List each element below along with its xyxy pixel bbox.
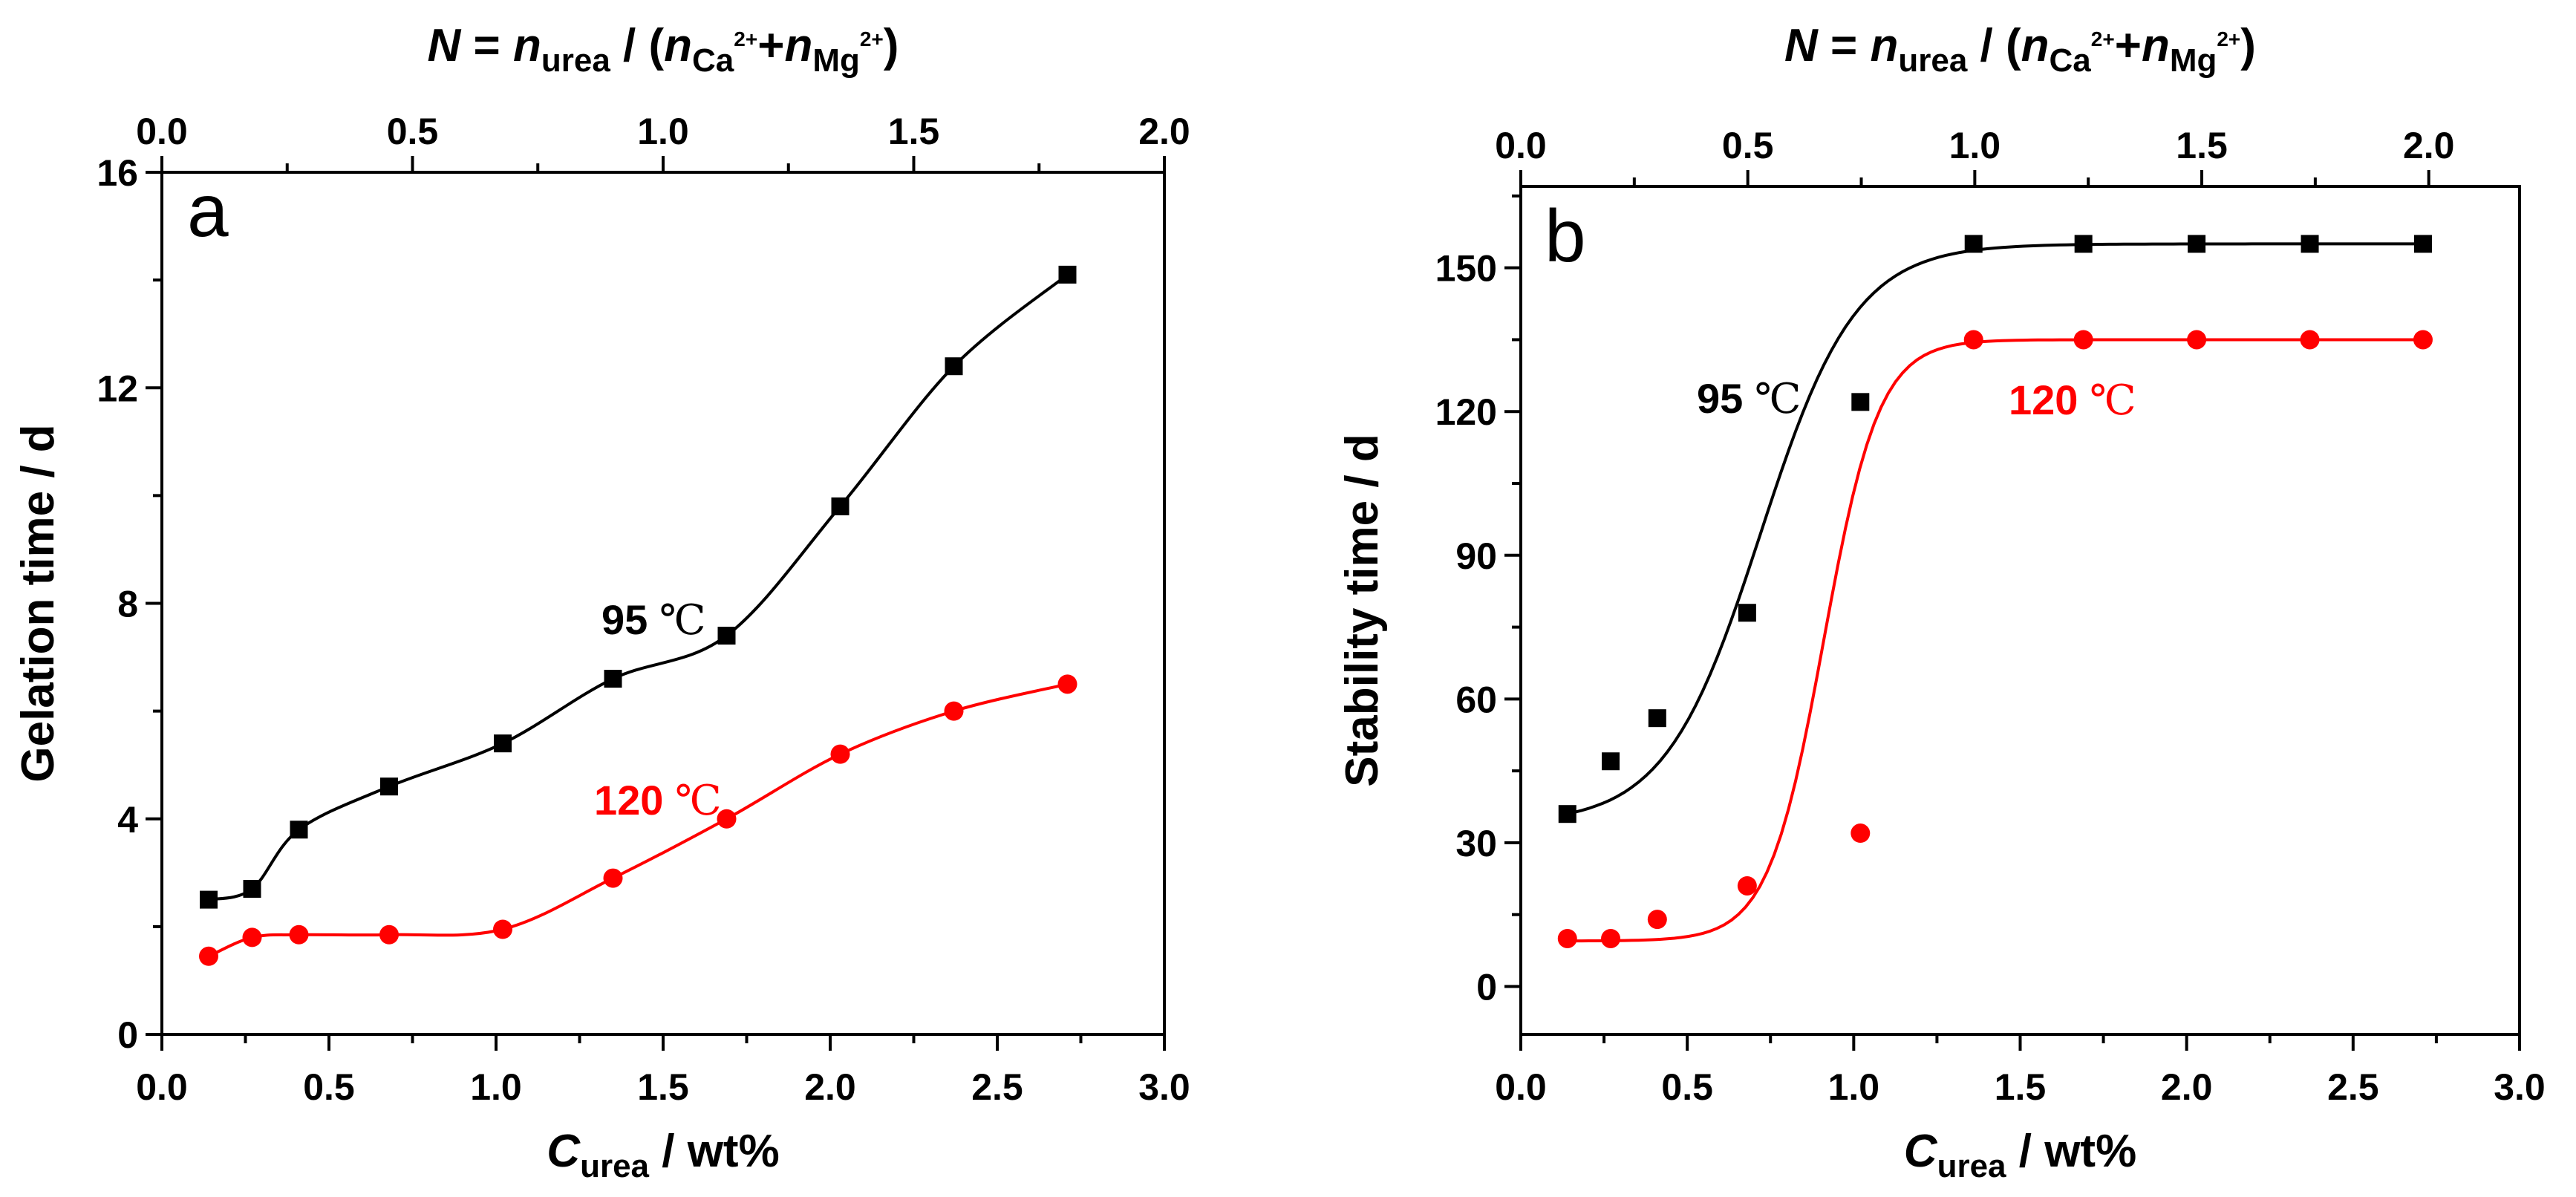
top-x-tick-label: 1.0 xyxy=(1949,125,2001,166)
data-point-95c xyxy=(1602,752,1620,771)
data-point-95c xyxy=(380,777,398,796)
data-point-120c xyxy=(1963,330,1983,350)
data-point-95c xyxy=(1558,805,1576,823)
fit-curve-120c xyxy=(1567,338,2423,943)
data-point-120c xyxy=(289,924,309,945)
data-point-120c xyxy=(2187,330,2207,350)
data-point-95c xyxy=(290,821,308,839)
y-tick-label: 60 xyxy=(1455,679,1497,720)
data-point-120c xyxy=(2300,330,2320,350)
data-point-95c xyxy=(1738,604,1756,622)
x-tick-label: 0.5 xyxy=(303,1066,355,1108)
data-point-95c xyxy=(945,357,963,376)
data-point-120c xyxy=(242,927,262,948)
x-tick-label: 0.0 xyxy=(1495,1066,1547,1108)
y-tick-label: 120 xyxy=(1435,391,1497,433)
data-point-120c xyxy=(603,868,623,888)
x-tick-label: 0.0 xyxy=(136,1066,188,1108)
data-point-95c xyxy=(717,627,736,645)
data-point-120c xyxy=(944,701,964,721)
data-point-95c xyxy=(831,497,850,515)
y-tick-label: 0 xyxy=(1476,966,1497,1008)
y-tick-label: 150 xyxy=(1435,248,1497,290)
x-tick-label: 2.5 xyxy=(971,1066,1023,1108)
series-annotation: 95 ℃ xyxy=(1697,375,1801,423)
fit-curve-95c xyxy=(1567,242,2423,815)
x-tick-label: 1.5 xyxy=(637,1066,689,1108)
top-x-tick-label: 2.0 xyxy=(1138,111,1190,152)
data-point-120c xyxy=(2413,330,2433,350)
data-point-95c xyxy=(200,890,218,909)
data-point-95c xyxy=(604,670,622,688)
top-x-tick-label: 1.0 xyxy=(637,111,689,152)
top-axis-label: N = nurea / (nCa2++nMg2+) xyxy=(1784,20,2256,79)
series-annotation: 120 ℃ xyxy=(2009,376,2136,425)
y-axis-label: Stability time / d xyxy=(1337,434,1388,786)
data-point-120c xyxy=(2073,330,2093,350)
y-tick-label: 0 xyxy=(117,1014,138,1056)
data-point-95c xyxy=(1058,265,1077,284)
data-point-120c xyxy=(830,744,850,764)
top-x-tick-label: 2.0 xyxy=(2403,125,2455,166)
data-point-95c xyxy=(1964,235,1983,253)
x-tick-label: 3.0 xyxy=(1138,1066,1190,1108)
data-point-95c xyxy=(1648,709,1666,728)
y-tick-label: 12 xyxy=(97,368,138,409)
top-x-tick-label: 1.5 xyxy=(888,111,940,152)
panel-label: b xyxy=(1545,195,1586,278)
top-axis-label: N = nurea / (nCa2++nMg2+) xyxy=(428,20,899,79)
x-tick-label: 0.5 xyxy=(1661,1066,1713,1108)
series-annotation: 95 ℃ xyxy=(601,596,706,645)
y-tick-label: 16 xyxy=(97,152,138,194)
data-point-95c xyxy=(2188,235,2206,253)
data-point-95c xyxy=(1851,393,1870,411)
data-point-120c xyxy=(717,809,737,829)
plot-frame xyxy=(1519,185,2521,1036)
x-tick-label: 1.5 xyxy=(1995,1066,2047,1108)
x-tick-label: 2.5 xyxy=(2327,1066,2379,1108)
top-x-tick-label: 0.0 xyxy=(1495,125,1547,166)
x-tick-label: 3.0 xyxy=(2494,1066,2546,1108)
data-point-120c xyxy=(1057,674,1077,694)
data-point-95c xyxy=(494,734,512,753)
top-x-tick-label: 0.5 xyxy=(387,111,439,152)
x-axis-label: Curea / wt% xyxy=(1904,1126,2136,1184)
data-point-120c xyxy=(379,924,399,945)
data-point-120c xyxy=(1851,823,1871,844)
chart-panel-b: 0.0 0.5 1.0 1.5 2.0 2.5 3.0 0 30 60 90 120 150 0.0 0.5… xyxy=(1337,20,2546,1184)
data-point-120c xyxy=(1737,875,1757,896)
data-point-120c xyxy=(199,946,218,966)
data-point-95c xyxy=(2413,235,2432,253)
y-tick-label: 90 xyxy=(1455,535,1497,577)
data-point-120c xyxy=(1557,928,1577,948)
data-point-120c xyxy=(1601,928,1621,948)
data-point-95c xyxy=(243,880,261,898)
y-tick-label: 4 xyxy=(117,799,138,841)
panel-label: a xyxy=(187,169,229,252)
y-tick-label: 8 xyxy=(117,584,138,625)
x-tick-label: 1.0 xyxy=(470,1066,522,1108)
data-point-95c xyxy=(2074,235,2093,253)
x-tick-label: 1.0 xyxy=(1828,1066,1880,1108)
series-annotation: 120 ℃ xyxy=(594,777,722,825)
y-axis-label: Gelation time / d xyxy=(13,424,64,782)
x-tick-label: 2.0 xyxy=(2161,1066,2213,1108)
top-x-tick-label: 0.0 xyxy=(136,111,188,152)
y-tick-label: 30 xyxy=(1455,823,1497,864)
data-point-120c xyxy=(493,919,512,939)
data-point-120c xyxy=(1647,910,1667,930)
top-x-tick-label: 1.5 xyxy=(2176,125,2228,166)
data-point-95c xyxy=(2301,235,2319,253)
top-x-tick-label: 0.5 xyxy=(1722,125,1774,166)
x-tick-label: 2.0 xyxy=(804,1066,856,1108)
x-axis-label: Curea / wt% xyxy=(547,1126,779,1184)
